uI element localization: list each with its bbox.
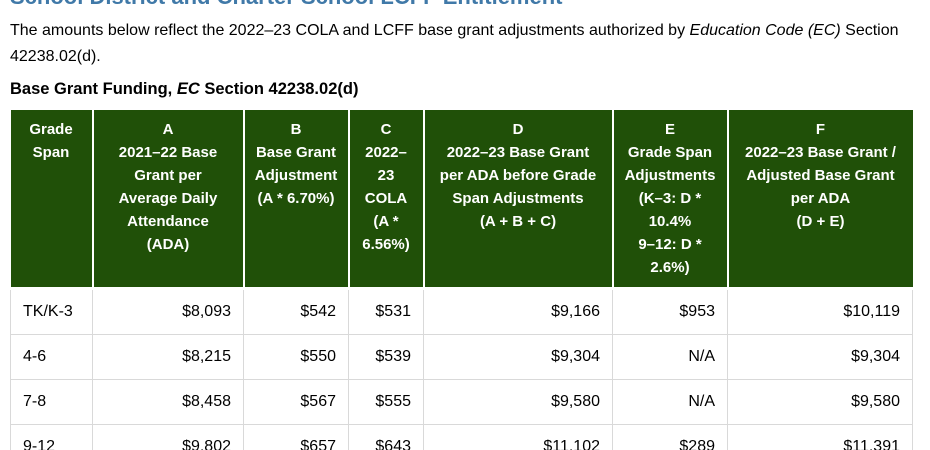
table-cell: $11,102	[423, 424, 613, 450]
table-cell: $9,580	[423, 379, 613, 425]
table-cell: $9,166	[423, 288, 613, 335]
table-cell: $643	[348, 424, 424, 450]
table-header-row: Grade Span A 2021–22 Base Grant per Aver…	[10, 110, 913, 290]
base-grant-funding-table: Grade Span A 2021–22 Base Grant per Aver…	[10, 110, 913, 450]
table-cell: $539	[348, 334, 424, 380]
table-cell: N/A	[612, 334, 728, 380]
section-heading: Base Grant Funding, EC Section 42238.02(…	[10, 79, 921, 99]
column-header-d: D 2022–23 Base Grant per ADA before Grad…	[422, 110, 613, 290]
section-heading-ec-italic: EC	[176, 80, 200, 98]
column-header-grade-span: Grade Span	[10, 110, 93, 290]
column-header-a: A 2021–22 Base Grant per Average Daily A…	[91, 110, 244, 290]
table-cell: $8,093	[92, 288, 244, 335]
table-cell: $8,458	[92, 379, 244, 425]
intro-paragraph: The amounts below reflect the 2022–23 CO…	[10, 18, 918, 70]
table-row-9-12: 9-12 $9,802 $657 $643 $11,102 $289 $11,3…	[10, 424, 913, 450]
table-cell: $289	[612, 424, 728, 450]
table-cell: $11,391	[727, 424, 913, 450]
grade-span-cell: 4-6	[10, 334, 93, 380]
table-cell: $953	[612, 288, 728, 335]
table-cell: $9,304	[423, 334, 613, 380]
table-row-tk-k3: TK/K-3 $8,093 $542 $531 $9,166 $953 $10,…	[10, 288, 913, 335]
column-header-e: E Grade Span Adjustments (K–3: D * 10.4%…	[611, 110, 728, 290]
table-cell: $567	[243, 379, 349, 425]
grade-span-cell: 7-8	[10, 379, 93, 425]
table-cell: $657	[243, 424, 349, 450]
column-header-b: B Base Grant Adjustment (A * 6.70%)	[242, 110, 349, 290]
table-cell: $9,580	[727, 379, 913, 425]
grade-span-cell: 9-12	[10, 424, 93, 450]
intro-text-before: The amounts below reflect the 2022–23 CO…	[10, 22, 690, 39]
section-heading-after: Section 42238.02(d)	[199, 80, 359, 98]
table-row-4-6: 4-6 $8,215 $550 $539 $9,304 N/A $9,304	[10, 334, 913, 380]
column-header-f: F 2022–23 Base Grant / Adjusted Base Gra…	[726, 110, 913, 290]
table-cell: $555	[348, 379, 424, 425]
grade-span-cell: TK/K-3	[10, 288, 93, 335]
intro-text-after: Section 42238.02(d).	[10, 22, 899, 65]
education-code-italic: Education Code (EC)	[689, 22, 841, 39]
table-cell: $550	[243, 334, 349, 380]
table-row-7-8: 7-8 $8,458 $567 $555 $9,580 N/A $9,580	[10, 379, 913, 425]
table-cell: N/A	[612, 379, 728, 425]
table-cell: $8,215	[92, 334, 244, 380]
table-cell: $542	[243, 288, 349, 335]
section-heading-before: Base Grant Funding,	[10, 80, 177, 98]
table-cell: $9,802	[92, 424, 244, 450]
page-title: School District and Charter School LCFF …	[10, 0, 921, 11]
table-cell: $10,119	[727, 288, 913, 335]
table-cell: $9,304	[727, 334, 913, 380]
table-cell: $531	[348, 288, 424, 335]
column-header-c: C 2022– 23 COLA (A * 6.56%)	[347, 110, 424, 290]
